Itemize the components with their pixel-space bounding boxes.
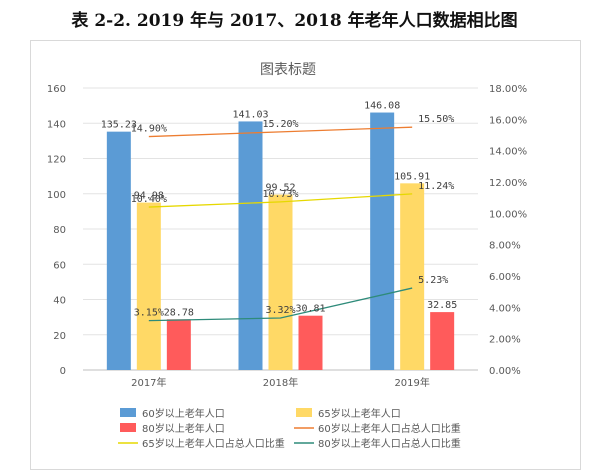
legend-label: 80岁以上老年人口: [142, 422, 225, 435]
y-tick-label: 60: [53, 260, 66, 271]
line-data-label: 5.23%: [418, 275, 448, 286]
line-data-label: 3.15%: [134, 308, 164, 319]
y2-tick-label: 8.00%: [489, 241, 521, 252]
series-line: [148, 287, 413, 322]
bar-data-label: 146.08: [364, 101, 400, 112]
x-tick-label: 2018年: [263, 376, 298, 389]
y-tick-label: 120: [47, 155, 66, 166]
legend-swatch: [120, 423, 136, 432]
bar: [400, 183, 425, 370]
bar: [106, 131, 131, 370]
y2-tick-label: 0.00%: [489, 366, 521, 377]
page-title: 表 2-2. 2019 年与 2017、2018 年老年人口数据相比图: [71, 11, 518, 31]
y2-tick-label: 12.00%: [489, 178, 527, 189]
bar-data-label: 105.91: [394, 171, 430, 182]
bar: [268, 194, 293, 370]
y2-tick-label: 4.00%: [489, 303, 521, 314]
bar: [166, 319, 191, 370]
y2-tick-label: 18.00%: [489, 84, 527, 95]
y-tick-label: 160: [47, 84, 66, 95]
y2-tick-label: 10.00%: [489, 209, 527, 220]
bar: [136, 202, 161, 370]
line-data-label: 3.32%: [265, 305, 295, 316]
bar-data-label: 141.03: [232, 109, 268, 120]
bar: [238, 121, 263, 370]
y2-tick-label: 14.00%: [489, 147, 527, 158]
bar-data-label: 28.78: [164, 307, 194, 318]
bar: [370, 112, 395, 370]
bar: [430, 312, 455, 370]
legend-label: 60岁以上老年人口: [142, 407, 225, 420]
y2-tick-label: 2.00%: [489, 335, 521, 346]
legend-swatch: [120, 408, 136, 417]
y-tick-label: 140: [47, 119, 66, 130]
y-tick-label: 100: [47, 190, 66, 201]
series-line: [148, 126, 413, 138]
line-data-label: 15.50%: [418, 114, 454, 125]
line-data-label: 10.73%: [262, 189, 298, 200]
line-data-label: 10.40%: [131, 194, 167, 205]
legend-label: 65岁以上老年人口: [318, 407, 401, 420]
bar: [298, 315, 323, 370]
y-tick-label: 40: [53, 296, 66, 307]
x-tick-label: 2017年: [131, 376, 166, 389]
y2-tick-label: 16.00%: [489, 115, 527, 126]
y-tick-label: 0: [60, 366, 66, 377]
chart-title: 图表标题: [260, 62, 316, 78]
y2-tick-label: 6.00%: [489, 272, 521, 283]
legend-label: 65岁以上老年人口占总人口比重: [142, 437, 285, 450]
legend-swatch: [296, 408, 312, 417]
y-tick-label: 80: [53, 225, 66, 236]
legend-label: 80岁以上老年人口占总人口比重: [318, 437, 461, 450]
legend-label: 60岁以上老年人口占总人口比重: [318, 422, 461, 435]
bar-data-label: 32.85: [427, 300, 457, 311]
line-data-label: 11.24%: [418, 181, 454, 192]
bar-data-label: 94.98: [134, 191, 164, 202]
bar-data-label: 30.81: [295, 304, 325, 315]
bar-data-label: 135.23: [101, 120, 137, 131]
series-line: [148, 193, 413, 208]
line-data-label: 15.20%: [262, 119, 298, 130]
y-tick-label: 20: [53, 331, 66, 342]
bar-data-label: 99.52: [265, 183, 295, 194]
line-data-label: 14.90%: [131, 124, 167, 135]
x-tick-label: 2019年: [394, 376, 429, 389]
